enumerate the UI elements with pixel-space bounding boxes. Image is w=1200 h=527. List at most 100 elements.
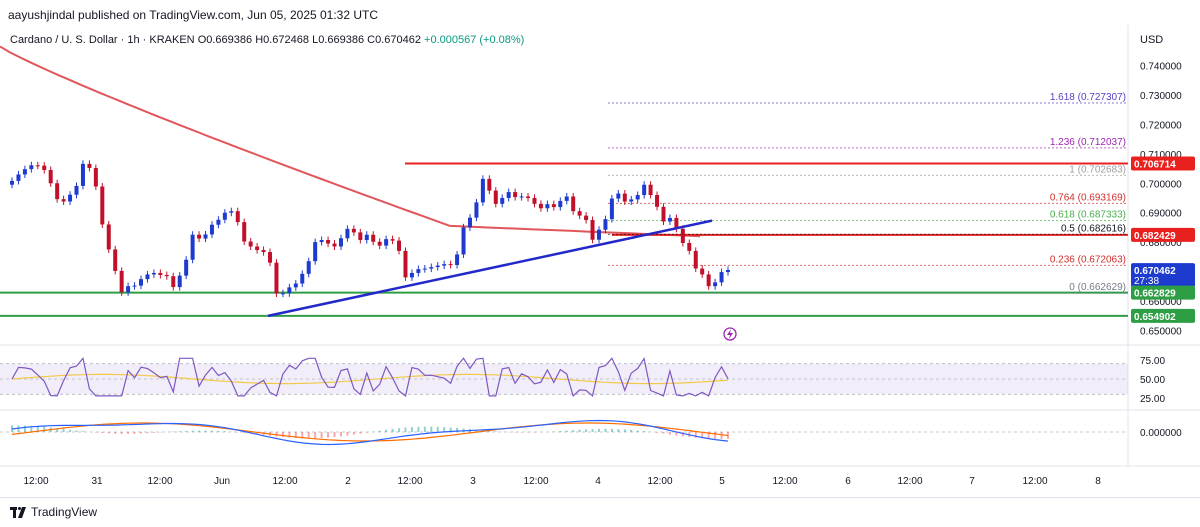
candle-body	[333, 244, 337, 247]
candle-body	[36, 165, 40, 166]
candle-body	[442, 264, 446, 265]
candle-body	[545, 204, 549, 208]
candle-body	[713, 282, 717, 286]
y-tick-label: 0.720000	[1140, 120, 1182, 131]
candle-body	[629, 199, 633, 201]
candle-body	[365, 235, 369, 240]
candle-body	[94, 168, 98, 187]
x-tick-label: 12:00	[1022, 476, 1047, 487]
candle-body	[384, 239, 388, 245]
macd-histogram-bar	[611, 429, 613, 432]
macd-histogram-bar	[211, 431, 213, 432]
macd-histogram-bar	[643, 431, 645, 432]
tradingview-brand[interactable]: TradingView	[10, 505, 97, 519]
macd-histogram-bar	[185, 431, 187, 432]
macd-histogram-bar	[430, 427, 432, 432]
candle-body	[223, 213, 227, 220]
rsi-tick-label: 25.00	[1140, 394, 1165, 405]
macd-histogram-bar	[721, 432, 723, 439]
price-chart[interactable]: 0.7400000.7300000.7200000.7100000.700000…	[0, 0, 1200, 497]
candle-body	[255, 246, 259, 250]
candle-body	[532, 198, 536, 204]
x-tick-label: 12:00	[647, 476, 672, 487]
macd-histogram-bar	[321, 432, 323, 438]
candle-body	[552, 204, 556, 207]
rsi-tick-label: 50.00	[1140, 375, 1165, 386]
x-tick-label: 5	[719, 476, 725, 487]
macd-histogram-bar	[308, 432, 310, 438]
y-tick-label: 0.730000	[1140, 91, 1182, 102]
y-tick-label: 0.650000	[1140, 326, 1182, 337]
fib-level-label: 1 (0.702683)	[1069, 164, 1126, 175]
rsi-tick-label: 75.00	[1140, 356, 1165, 367]
candle-body	[242, 222, 246, 241]
candle-body	[281, 293, 285, 294]
macd-histogram-bar	[76, 430, 78, 432]
candle-body	[320, 240, 324, 242]
candle-body	[571, 197, 575, 212]
price-badge-label: 0.662829	[1134, 289, 1176, 300]
candle-body	[584, 216, 588, 220]
macd-histogram-bar	[579, 430, 581, 432]
candle-body	[494, 191, 498, 204]
candle-body	[171, 276, 175, 287]
candle-body	[694, 251, 698, 269]
macd-histogram-bar	[359, 432, 361, 434]
candle-body	[578, 211, 582, 215]
brand-name: TradingView	[31, 505, 97, 519]
candle-body	[487, 179, 491, 191]
x-tick-label: 12:00	[523, 476, 548, 487]
macd-histogram-bar	[630, 430, 632, 432]
candle-body	[539, 204, 543, 208]
y-tick-label: 0.700000	[1140, 179, 1182, 190]
macd-histogram-bar	[559, 431, 561, 432]
candle-body	[507, 192, 511, 198]
macd-histogram-bar	[424, 427, 426, 432]
candle-body	[642, 185, 646, 195]
x-tick-label: 4	[595, 476, 601, 487]
candle-body	[300, 274, 304, 284]
candle-body	[178, 276, 182, 287]
moving-average-line	[0, 47, 700, 237]
x-tick-label: 3	[470, 476, 476, 487]
candle-body	[268, 252, 272, 263]
candle-body	[229, 211, 233, 212]
x-tick-label: 12:00	[772, 476, 797, 487]
candle-body	[352, 229, 356, 233]
candle-body	[720, 272, 724, 282]
fib-level-label: 0.618 (0.687333)	[1050, 210, 1126, 221]
macd-histogram-bar	[527, 432, 529, 433]
candle-body	[378, 242, 382, 246]
candle-body	[371, 235, 375, 242]
candle-body	[274, 263, 278, 294]
macd-tick-label: 0.000000	[1140, 428, 1182, 439]
candle-body	[294, 284, 298, 288]
candle-body	[29, 165, 33, 169]
candle-body	[623, 194, 627, 202]
candle-body	[700, 269, 704, 275]
macd-histogram-bar	[392, 429, 394, 432]
x-tick-label: 2	[345, 476, 351, 487]
candle-body	[681, 229, 685, 243]
macd-histogram-bar	[314, 432, 316, 438]
candle-body	[145, 274, 149, 279]
x-tick-label: 12:00	[897, 476, 922, 487]
candle-body	[449, 264, 453, 265]
candle-body	[565, 197, 569, 201]
candle-body	[610, 199, 614, 220]
macd-histogram-bar	[353, 432, 355, 435]
x-tick-label: 7	[969, 476, 975, 487]
macd-histogram-bar	[146, 432, 148, 433]
candle-body	[597, 230, 601, 240]
candle-body	[120, 271, 124, 292]
candle-body	[204, 234, 208, 238]
y-tick-label: 0.740000	[1140, 62, 1182, 73]
macd-histogram-bar	[282, 432, 284, 437]
tradingview-logo-icon	[10, 507, 26, 518]
candle-body	[113, 249, 117, 270]
candle-body	[236, 211, 240, 222]
candle-body	[345, 229, 349, 238]
candle-body	[68, 195, 72, 202]
candle-body	[287, 287, 291, 293]
price-badge-label: 0.706714	[1134, 160, 1176, 171]
